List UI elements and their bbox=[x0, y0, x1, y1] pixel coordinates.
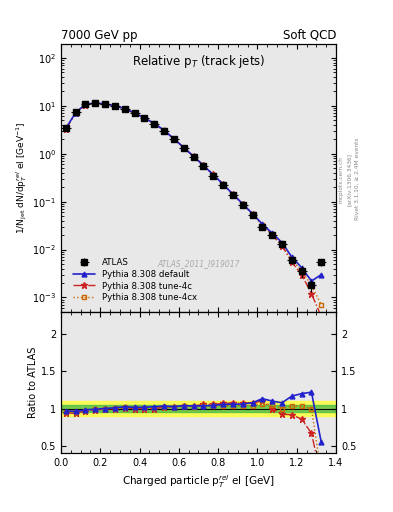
Pythia 8.308 tune-4c bbox=[103, 101, 108, 107]
Pythia 8.308 tune-4cx bbox=[132, 110, 137, 116]
Pythia 8.308 tune-4c bbox=[309, 291, 314, 297]
Pythia 8.308 default bbox=[171, 136, 176, 142]
Pythia 8.308 default bbox=[289, 254, 294, 260]
Pythia 8.308 tune-4c bbox=[112, 103, 117, 109]
Pythia 8.308 tune-4cx bbox=[83, 101, 88, 108]
Pythia 8.308 default bbox=[142, 115, 147, 121]
Pythia 8.308 tune-4c bbox=[260, 222, 265, 228]
Pythia 8.308 tune-4cx bbox=[162, 127, 167, 134]
Pythia 8.308 default bbox=[279, 240, 284, 246]
Text: [arXiv:1306.3436]: [arXiv:1306.3436] bbox=[347, 153, 352, 206]
Pythia 8.308 tune-4c bbox=[279, 243, 284, 249]
Pythia 8.308 tune-4cx bbox=[182, 144, 186, 151]
Text: Rivet 3.1.10, ≥ 2.4M events: Rivet 3.1.10, ≥ 2.4M events bbox=[354, 138, 360, 221]
Pythia 8.308 tune-4cx bbox=[270, 231, 274, 237]
Text: ATLAS_2011_I919017: ATLAS_2011_I919017 bbox=[157, 259, 240, 268]
Pythia 8.308 default bbox=[93, 100, 97, 106]
Pythia 8.308 tune-4c bbox=[182, 144, 186, 151]
Pythia 8.308 tune-4cx bbox=[201, 162, 206, 168]
Pythia 8.308 tune-4cx bbox=[211, 172, 215, 178]
Pythia 8.308 tune-4c bbox=[319, 313, 324, 319]
Pythia 8.308 tune-4c bbox=[250, 210, 255, 217]
Pythia 8.308 tune-4c bbox=[64, 126, 68, 132]
Pythia 8.308 default bbox=[260, 221, 265, 227]
Bar bbox=[61, 405, 336, 412]
Pythia 8.308 tune-4c bbox=[299, 271, 304, 278]
Pythia 8.308 tune-4c bbox=[220, 181, 225, 187]
Pythia 8.308 default bbox=[201, 162, 206, 168]
Pythia 8.308 tune-4c bbox=[230, 191, 235, 197]
Pythia 8.308 tune-4c bbox=[83, 101, 88, 108]
Text: mcplots.cern.ch: mcplots.cern.ch bbox=[339, 156, 344, 203]
Pythia 8.308 tune-4cx bbox=[319, 302, 324, 308]
Pythia 8.308 default bbox=[83, 101, 88, 108]
Y-axis label: Ratio to ATLAS: Ratio to ATLAS bbox=[28, 347, 38, 418]
Pythia 8.308 default bbox=[230, 191, 235, 197]
Pythia 8.308 tune-4cx bbox=[289, 257, 294, 263]
Pythia 8.308 default bbox=[182, 144, 186, 151]
Pythia 8.308 tune-4c bbox=[289, 259, 294, 265]
Pythia 8.308 tune-4c bbox=[211, 172, 215, 178]
Pythia 8.308 tune-4cx bbox=[279, 241, 284, 247]
Line: Pythia 8.308 default: Pythia 8.308 default bbox=[63, 101, 324, 284]
Pythia 8.308 tune-4cx bbox=[230, 191, 235, 198]
Pythia 8.308 tune-4cx bbox=[241, 201, 245, 207]
Pythia 8.308 tune-4cx bbox=[220, 181, 225, 187]
Pythia 8.308 default bbox=[220, 181, 225, 187]
Pythia 8.308 tune-4c bbox=[73, 110, 78, 116]
Pythia 8.308 tune-4c bbox=[270, 232, 274, 238]
Pythia 8.308 tune-4cx bbox=[260, 222, 265, 228]
Pythia 8.308 default bbox=[73, 110, 78, 116]
Pythia 8.308 default bbox=[319, 271, 324, 278]
Bar bbox=[61, 401, 336, 416]
Pythia 8.308 tune-4cx bbox=[171, 136, 176, 142]
Y-axis label: 1/N$_{\rm jet}$ dN/dp$_T^{rel}$ el [GeV$^{-1}$]: 1/N$_{\rm jet}$ dN/dp$_T^{rel}$ el [GeV$… bbox=[15, 121, 29, 234]
Pythia 8.308 default bbox=[103, 101, 108, 107]
Pythia 8.308 tune-4c bbox=[123, 106, 127, 112]
Pythia 8.308 default bbox=[191, 153, 196, 159]
Line: Pythia 8.308 tune-4cx: Pythia 8.308 tune-4cx bbox=[63, 101, 324, 307]
Pythia 8.308 tune-4cx bbox=[93, 100, 97, 106]
Pythia 8.308 default bbox=[64, 125, 68, 132]
Pythia 8.308 tune-4cx bbox=[103, 101, 108, 107]
Pythia 8.308 tune-4cx bbox=[309, 282, 314, 288]
Text: Relative p$_T$ (track jets): Relative p$_T$ (track jets) bbox=[132, 53, 265, 70]
Legend: ATLAS, Pythia 8.308 default, Pythia 8.308 tune-4c, Pythia 8.308 tune-4cx: ATLAS, Pythia 8.308 default, Pythia 8.30… bbox=[73, 259, 197, 302]
Text: Soft QCD: Soft QCD bbox=[283, 29, 336, 41]
Pythia 8.308 tune-4cx bbox=[123, 106, 127, 112]
Pythia 8.308 default bbox=[152, 120, 156, 126]
Pythia 8.308 tune-4c bbox=[201, 162, 206, 168]
Pythia 8.308 default bbox=[250, 210, 255, 217]
Pythia 8.308 tune-4c bbox=[241, 201, 245, 207]
Pythia 8.308 default bbox=[270, 230, 274, 236]
Pythia 8.308 tune-4c bbox=[152, 121, 156, 127]
Line: Pythia 8.308 tune-4c: Pythia 8.308 tune-4c bbox=[62, 100, 325, 320]
Pythia 8.308 tune-4cx bbox=[191, 154, 196, 160]
Pythia 8.308 tune-4c bbox=[93, 100, 97, 106]
Pythia 8.308 tune-4cx bbox=[64, 125, 68, 132]
Pythia 8.308 tune-4c bbox=[171, 136, 176, 142]
Pythia 8.308 default bbox=[299, 265, 304, 271]
Pythia 8.308 default bbox=[241, 201, 245, 207]
Pythia 8.308 default bbox=[309, 278, 314, 284]
Pythia 8.308 tune-4cx bbox=[250, 211, 255, 218]
Pythia 8.308 tune-4c bbox=[142, 115, 147, 121]
Pythia 8.308 tune-4cx bbox=[73, 110, 78, 116]
Text: 7000 GeV pp: 7000 GeV pp bbox=[61, 29, 138, 41]
Pythia 8.308 default bbox=[211, 172, 215, 178]
Pythia 8.308 default bbox=[132, 110, 137, 116]
Pythia 8.308 tune-4cx bbox=[299, 268, 304, 274]
Pythia 8.308 tune-4cx bbox=[112, 103, 117, 109]
Pythia 8.308 tune-4c bbox=[162, 127, 167, 134]
Pythia 8.308 tune-4c bbox=[132, 110, 137, 116]
Pythia 8.308 default bbox=[123, 105, 127, 112]
Pythia 8.308 default bbox=[112, 102, 117, 109]
X-axis label: Charged particle p$_T^{rel}$ el [GeV]: Charged particle p$_T^{rel}$ el [GeV] bbox=[122, 474, 275, 490]
Pythia 8.308 tune-4cx bbox=[142, 115, 147, 121]
Pythia 8.308 default bbox=[162, 127, 167, 133]
Pythia 8.308 tune-4c bbox=[191, 153, 196, 159]
Pythia 8.308 tune-4cx bbox=[152, 121, 156, 127]
